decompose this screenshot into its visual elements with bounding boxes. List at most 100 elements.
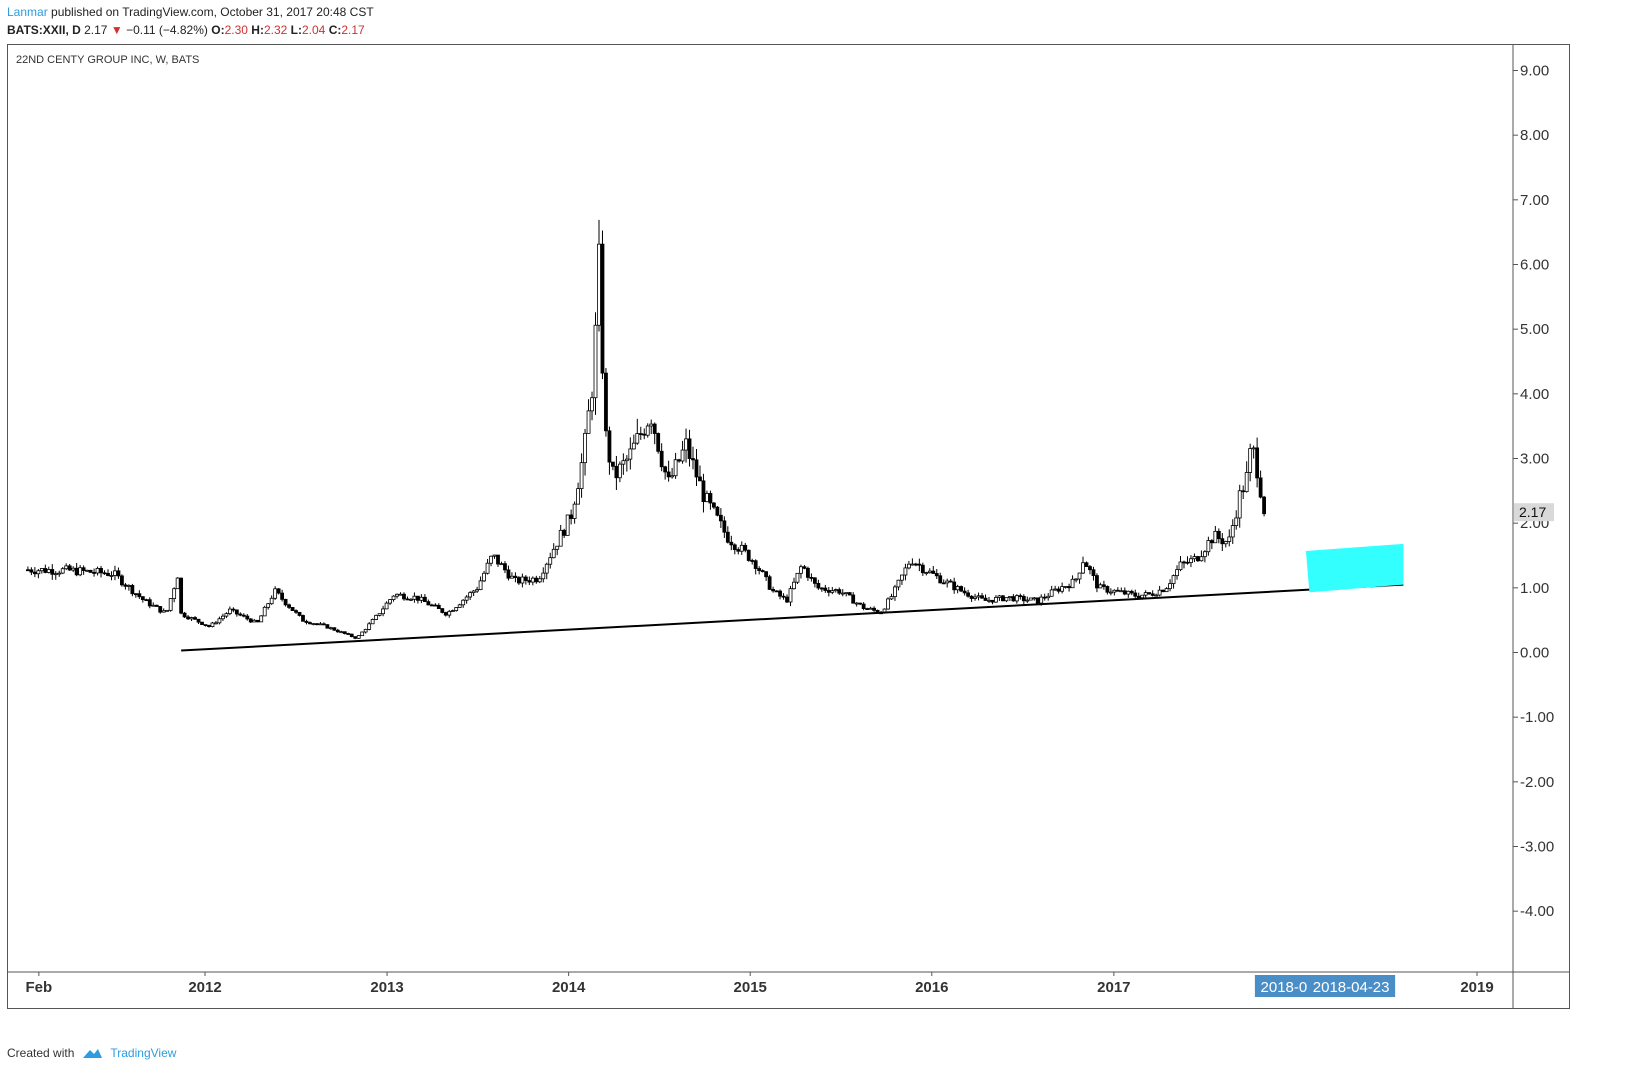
candle-body	[1014, 595, 1019, 602]
chart-title: 22ND CENTY GROUP INC, W, BATS	[16, 54, 199, 66]
candle-body	[280, 592, 285, 600]
crosshair-date-label: 2018-04-23	[1313, 979, 1390, 996]
author-link[interactable]: Lanmar	[7, 5, 48, 19]
candle-body	[374, 614, 379, 620]
candle-body	[551, 548, 556, 559]
candle-body	[353, 636, 358, 639]
candle-body	[1262, 496, 1266, 515]
candle-body	[778, 590, 782, 597]
candle-body	[757, 568, 762, 571]
candle-body	[308, 622, 312, 625]
candle-body	[429, 604, 434, 607]
candle-body	[1039, 596, 1044, 604]
candle-body	[833, 589, 838, 592]
candle-body	[140, 596, 145, 601]
candle-body	[955, 586, 960, 591]
candle-body	[85, 569, 90, 572]
candle-body	[276, 588, 281, 594]
candle-body	[555, 545, 560, 550]
down-arrow-icon: ▼	[110, 23, 123, 37]
low-label: L:	[290, 23, 302, 37]
candle-body	[705, 493, 709, 503]
candle-body	[210, 622, 215, 627]
time-tick-label: 2013	[370, 979, 403, 996]
price-tick-label: 9.00	[1520, 63, 1549, 80]
price-axis[interactable]: 9.008.007.006.005.004.003.002.001.000.00…	[1513, 63, 1554, 921]
support-trendline	[181, 583, 1404, 652]
candle-body	[1032, 597, 1037, 600]
candle-body	[806, 567, 810, 578]
candle-body	[631, 442, 636, 450]
candle-body	[1161, 589, 1166, 593]
candle-body	[81, 567, 86, 571]
candle-body	[224, 613, 229, 617]
candle-body	[565, 514, 570, 536]
candle-body	[1168, 583, 1172, 590]
candle-body	[422, 596, 427, 603]
candle-body	[1028, 597, 1033, 601]
candle-body	[412, 595, 417, 600]
candle-body	[266, 603, 271, 608]
candle-body	[732, 544, 737, 550]
open-label: O:	[211, 23, 225, 37]
candle-body	[214, 622, 218, 625]
time-tick-label: Feb	[26, 979, 53, 996]
candle-body	[238, 613, 243, 616]
candle-body	[311, 623, 316, 626]
candle-body	[1021, 596, 1026, 602]
candle-body	[1216, 530, 1221, 540]
candle-body	[858, 602, 863, 605]
candle-body	[510, 575, 514, 579]
candle-body	[621, 460, 626, 465]
candle-body	[273, 588, 278, 599]
candle-body	[1001, 595, 1005, 602]
candle-body	[1147, 592, 1152, 595]
candle-body	[513, 575, 518, 578]
candle-body	[186, 616, 190, 620]
candle-body	[771, 589, 775, 592]
candle-body	[597, 243, 601, 326]
candle-body	[611, 461, 615, 467]
candle-body	[920, 564, 925, 574]
candle-body	[1157, 589, 1162, 596]
candle-body	[527, 580, 532, 583]
candle-body	[126, 585, 131, 587]
candle-body	[1108, 591, 1113, 594]
candle-body	[736, 549, 741, 552]
candle-body	[1007, 596, 1012, 599]
candle-body	[478, 580, 483, 591]
candle-body	[802, 566, 807, 569]
candle-body	[1119, 590, 1124, 593]
candle-body	[1046, 595, 1051, 599]
candle-body	[1213, 530, 1218, 544]
candle-body	[200, 621, 204, 625]
candle-body	[1199, 556, 1204, 562]
candle-body	[342, 631, 347, 634]
candle-body	[1025, 599, 1030, 602]
candle-body	[1258, 477, 1263, 498]
chart-frame[interactable]	[7, 44, 1570, 1009]
candle-body	[29, 569, 34, 573]
candle-body	[99, 567, 103, 574]
candle-body	[1196, 556, 1200, 562]
time-axis[interactable]: Feb 2012 2013 2014 2015 2016 2017 20192018-01-0…	[26, 972, 1494, 997]
candle-body	[715, 506, 720, 516]
price-tick-label: -4.00	[1520, 903, 1554, 920]
candle-body	[440, 608, 445, 613]
candle-body	[67, 565, 72, 571]
candle-body	[203, 624, 208, 626]
candle-body	[969, 595, 974, 599]
candle-body	[367, 623, 372, 630]
candle-body	[499, 563, 504, 566]
candle-body	[1178, 561, 1183, 571]
candle-body	[88, 569, 93, 573]
candle-body	[711, 502, 716, 508]
candle-body	[402, 593, 406, 600]
candle-body	[973, 596, 977, 599]
candle-body	[255, 619, 260, 623]
candle-body	[642, 433, 647, 436]
tradingview-brand-link[interactable]: TradingView	[110, 1046, 177, 1060]
candle-body	[290, 607, 295, 611]
candle-body	[489, 555, 493, 564]
